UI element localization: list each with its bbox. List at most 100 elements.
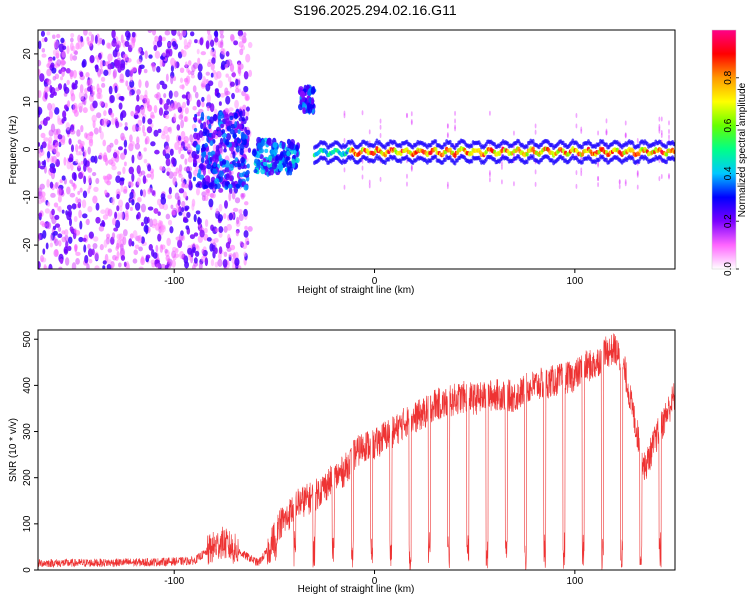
noise-speckle bbox=[150, 122, 154, 129]
noise-speckle bbox=[42, 248, 46, 255]
snr-y-tick-label: 400 bbox=[22, 377, 33, 394]
signal-halo bbox=[531, 154, 535, 159]
noise-speckle bbox=[110, 157, 116, 162]
noise-speckle bbox=[125, 69, 131, 78]
noise-speckle bbox=[206, 105, 210, 112]
signal-streak bbox=[343, 110, 346, 116]
blue-cluster-point bbox=[253, 168, 258, 174]
scattered-cluster-point bbox=[237, 129, 241, 135]
noise-speckle bbox=[45, 242, 49, 250]
noise-speckle bbox=[192, 246, 196, 254]
noise-speckle bbox=[138, 246, 143, 252]
signal-streak bbox=[636, 184, 639, 190]
spectrogram-marks bbox=[38, 30, 675, 269]
blue-cluster-point bbox=[269, 168, 275, 176]
noise-speckle bbox=[112, 69, 118, 79]
noise-speckle bbox=[87, 175, 92, 184]
noise-speckle bbox=[242, 38, 247, 43]
noise-speckle bbox=[39, 183, 45, 190]
noise-speckle bbox=[147, 118, 153, 125]
noise-speckle bbox=[84, 132, 88, 139]
noise-speckle bbox=[77, 34, 82, 43]
noise-speckle bbox=[49, 166, 56, 173]
noise-speckle bbox=[193, 257, 198, 264]
noise-speckle bbox=[197, 71, 203, 81]
noise-speckle bbox=[243, 32, 247, 37]
noise-speckle bbox=[106, 42, 111, 49]
scattered-cluster-point bbox=[232, 159, 236, 166]
scattered-cluster-point bbox=[242, 109, 246, 117]
scattered-cluster-point bbox=[221, 159, 227, 165]
blue-cluster-point bbox=[256, 136, 261, 144]
noise-speckle bbox=[120, 34, 124, 44]
blue-cluster-point bbox=[291, 158, 296, 164]
spectrogram-y-tick-label: 0 bbox=[22, 146, 33, 152]
signal-line-point bbox=[470, 151, 474, 156]
noise-speckle bbox=[154, 222, 160, 231]
noise-speckle bbox=[177, 199, 181, 206]
noise-speckle bbox=[155, 244, 159, 253]
noise-speckle bbox=[195, 187, 200, 196]
noise-speckle bbox=[82, 107, 88, 114]
noise-speckle bbox=[214, 261, 219, 268]
noise-speckle bbox=[180, 119, 185, 129]
noise-speckle bbox=[123, 261, 127, 267]
noise-speckle bbox=[110, 161, 116, 167]
noise-speckle bbox=[218, 246, 223, 255]
noise-speckle bbox=[109, 142, 114, 148]
noise-speckle bbox=[229, 81, 235, 87]
noise-speckle bbox=[170, 75, 174, 85]
noise-speckle bbox=[128, 91, 132, 97]
noise-speckle bbox=[102, 265, 106, 269]
noise-speckle bbox=[67, 245, 72, 251]
scattered-cluster-point bbox=[241, 133, 247, 140]
scattered-cluster-point bbox=[234, 121, 238, 128]
blue-cluster-point bbox=[269, 149, 274, 156]
noise-speckle bbox=[190, 250, 194, 258]
blue-cluster-point bbox=[271, 161, 277, 170]
noise-speckle bbox=[205, 83, 211, 92]
scattered-cluster-point bbox=[219, 137, 224, 145]
noise-speckle bbox=[75, 158, 79, 164]
signal-streak bbox=[343, 184, 346, 190]
noise-speckle bbox=[154, 35, 159, 42]
noise-speckle bbox=[56, 33, 61, 39]
scattered-cluster-point bbox=[212, 168, 218, 175]
noise-speckle bbox=[170, 57, 176, 67]
noise-speckle bbox=[88, 138, 94, 147]
blue-cluster-point bbox=[255, 151, 261, 159]
noise-speckle bbox=[182, 191, 188, 199]
noise-speckle bbox=[89, 95, 93, 101]
noise-speckle bbox=[234, 197, 241, 204]
noise-speckle bbox=[211, 57, 216, 65]
signal-streak bbox=[410, 119, 413, 125]
noise-speckle bbox=[134, 244, 140, 249]
isolated-blob-point bbox=[307, 90, 312, 97]
blue-cluster-point bbox=[278, 163, 284, 172]
isolated-blob-point bbox=[299, 90, 306, 98]
noise-speckle bbox=[98, 225, 105, 232]
noise-speckle bbox=[52, 230, 58, 236]
noise-speckle bbox=[188, 179, 192, 189]
noise-speckle bbox=[75, 258, 80, 265]
noise-speckle bbox=[41, 141, 47, 149]
snr-panel: -100 0 100 0 100 200 300 400 500 Height of strai… bbox=[8, 329, 676, 595]
scattered-cluster-point bbox=[192, 116, 198, 121]
noise-speckle bbox=[112, 151, 118, 159]
noise-speckle bbox=[225, 50, 230, 57]
noise-speckle bbox=[124, 40, 130, 47]
noise-speckle bbox=[215, 228, 219, 233]
noise-speckle bbox=[91, 114, 97, 123]
noise-speckle bbox=[117, 212, 121, 221]
noise-speckle bbox=[72, 102, 78, 112]
noise-speckle bbox=[85, 219, 90, 225]
noise-speckle bbox=[151, 249, 155, 257]
noise-speckle bbox=[184, 61, 188, 68]
noise-speckle bbox=[190, 70, 195, 76]
noise-speckle bbox=[153, 208, 159, 214]
noise-speckle bbox=[168, 126, 173, 134]
noise-speckle bbox=[55, 151, 60, 158]
noise-speckle bbox=[105, 157, 109, 166]
signal-streak bbox=[580, 171, 583, 177]
